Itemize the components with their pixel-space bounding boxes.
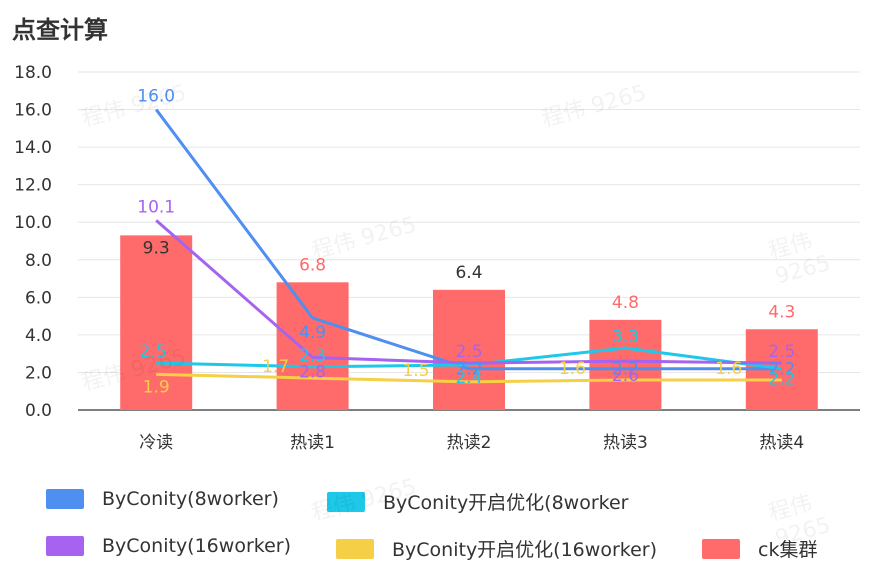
y-tick-label: 0.0 bbox=[25, 401, 52, 421]
series-line bbox=[155, 108, 782, 371]
data-label: 2.5 bbox=[140, 342, 167, 362]
chart-plot: 0.0 2.0 4.0 6.0 8.0 10.0 12.0 14.0 16.0 18.0 冷读 热读1… bbox=[14, 63, 860, 453]
data-label: 2.4 bbox=[455, 368, 482, 388]
legend-label-byconity-opt-8worker: ByConity开启优化(8worker bbox=[383, 492, 629, 514]
data-label: 1.7 bbox=[262, 357, 289, 377]
data-label: 4.3 bbox=[768, 302, 795, 322]
watermark: 程伟 9265 bbox=[765, 490, 834, 552]
legend-item-byconity-8worker[interactable]: ByConity(8worker) bbox=[46, 488, 279, 510]
x-tick-label: 冷读 bbox=[139, 433, 173, 453]
data-label: 10.1 bbox=[137, 197, 175, 217]
y-tick-label: 4.0 bbox=[25, 326, 52, 346]
legend-item-byconity-16worker[interactable]: ByConity(16worker) bbox=[46, 535, 291, 557]
data-label: 3.3 bbox=[612, 327, 639, 347]
y-tick-label: 14.0 bbox=[14, 138, 52, 158]
legend-swatch-byconity-8worker bbox=[46, 489, 84, 509]
data-label: 6.4 bbox=[455, 263, 482, 283]
data-label: 2.2 bbox=[455, 360, 482, 380]
data-label: 2.2 bbox=[612, 360, 639, 380]
legend-swatch-byconity-16worker bbox=[46, 536, 84, 556]
data-label: 2.5 bbox=[768, 342, 795, 362]
data-label: 1.6 bbox=[559, 359, 586, 379]
data-label: 1.6 bbox=[715, 359, 742, 379]
data-label: 2.3 bbox=[299, 346, 326, 366]
data-label: 2.6 bbox=[612, 366, 639, 386]
bar bbox=[589, 319, 662, 410]
y-tick-label: 2.0 bbox=[25, 363, 52, 383]
legend-item-byconity-opt-16worker[interactable]: ByConity开启优化(16worker) bbox=[336, 535, 657, 562]
data-label: 16.0 bbox=[137, 87, 175, 107]
x-tick-label: 热读3 bbox=[603, 433, 648, 453]
data-label: 2.5 bbox=[455, 342, 482, 362]
data-label: 6.8 bbox=[299, 255, 326, 275]
x-tick-label: 热读1 bbox=[290, 433, 335, 453]
y-tick-label: 12.0 bbox=[14, 176, 52, 196]
data-label: 9.3 bbox=[143, 238, 170, 258]
x-tick-label: 热读4 bbox=[759, 433, 804, 453]
chart-title: 点查计算 bbox=[12, 16, 108, 44]
data-label: 2.2 bbox=[768, 370, 795, 390]
bar bbox=[276, 282, 349, 410]
y-tick-label: 18.0 bbox=[14, 63, 52, 83]
data-label: 4.8 bbox=[612, 293, 639, 313]
y-tick-label: 10.0 bbox=[14, 213, 52, 233]
series-line bbox=[155, 219, 782, 365]
legend-swatch-ck-cluster bbox=[702, 538, 740, 559]
data-label: 2.2 bbox=[768, 360, 795, 380]
data-label: 2.8 bbox=[299, 362, 326, 382]
y-tick-label: 8.0 bbox=[25, 251, 52, 271]
y-tick-label: 6.0 bbox=[25, 288, 52, 308]
legend-label-byconity-8worker: ByConity(8worker) bbox=[102, 488, 279, 510]
data-label: 1.5 bbox=[402, 361, 429, 381]
bar bbox=[120, 235, 193, 410]
data-label: 1.9 bbox=[143, 377, 170, 397]
legend-label-byconity-16worker: ByConity(16worker) bbox=[102, 535, 291, 557]
bar bbox=[433, 289, 505, 410]
y-tick-label: 16.0 bbox=[14, 101, 52, 121]
legend-swatch-byconity-opt-16worker bbox=[336, 538, 374, 559]
series-line bbox=[156, 372, 782, 384]
x-tick-label: 热读2 bbox=[447, 433, 492, 453]
series-line bbox=[156, 346, 782, 371]
legend-label-byconity-opt-16worker: ByConity开启优化(16worker) bbox=[392, 539, 657, 561]
data-label: 4.9 bbox=[299, 323, 326, 343]
